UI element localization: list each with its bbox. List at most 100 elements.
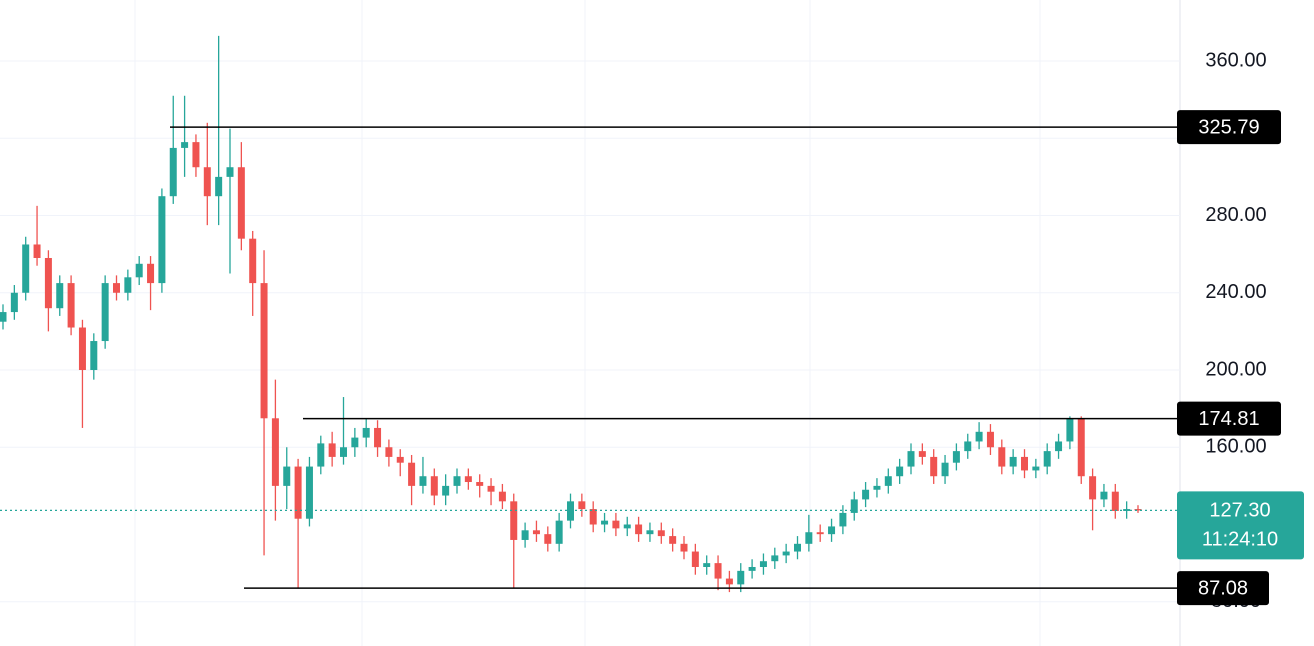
candle-body <box>1043 451 1051 467</box>
candle-body <box>964 441 972 452</box>
candle-body <box>408 462 416 486</box>
candle-body <box>1089 476 1097 500</box>
y-tick-label: 360.00 <box>1205 49 1266 71</box>
horizontal-grid <box>0 60 1180 603</box>
candle-body <box>271 418 279 486</box>
candle-body <box>362 427 370 438</box>
candle-body <box>748 566 756 571</box>
candle-body <box>737 570 745 585</box>
level-label-box <box>1177 571 1269 606</box>
candle-body <box>884 476 892 486</box>
candle-body <box>532 530 540 535</box>
candle-body <box>1066 418 1074 442</box>
candle-body <box>294 466 302 519</box>
candle-body <box>181 142 189 148</box>
candle-body <box>816 532 824 535</box>
candle-body <box>998 447 1006 467</box>
y-tick-label: 160.00 <box>1205 436 1266 458</box>
candle-body <box>419 476 427 486</box>
candle-body <box>691 551 699 567</box>
candle-body <box>623 524 631 529</box>
y-tick-label: 280.00 <box>1205 204 1266 226</box>
candle-body <box>862 489 870 500</box>
candle-body <box>1134 509 1142 511</box>
candle-body <box>941 462 949 477</box>
candle-body <box>67 283 75 328</box>
candle-body <box>555 520 563 544</box>
candle-body <box>794 543 801 552</box>
last-price-label: 127.30 <box>1209 500 1270 522</box>
candle-body <box>374 427 382 448</box>
candle-body <box>657 530 665 537</box>
candle-body <box>124 277 132 293</box>
candle-body <box>385 447 393 457</box>
candle-body <box>192 142 200 168</box>
candle-body <box>759 561 767 567</box>
level-label: 174.81 <box>1198 408 1259 430</box>
level-label-box <box>1177 110 1281 145</box>
candle-body <box>44 257 52 309</box>
candle-body <box>1111 491 1119 511</box>
candle-body <box>986 431 994 448</box>
candle-body <box>1077 418 1085 477</box>
y-tick-label: 240.00 <box>1205 281 1266 303</box>
candle-body <box>669 536 677 544</box>
candle-body <box>521 530 529 540</box>
candle-body <box>952 451 960 463</box>
vertical-grid <box>134 0 1041 646</box>
candle-body <box>510 501 518 540</box>
candle-body <box>464 476 472 483</box>
candle-body <box>635 524 643 535</box>
candle-body <box>113 283 120 293</box>
level-label-box <box>1177 401 1281 436</box>
candle-body <box>578 501 586 510</box>
candle-body <box>714 563 722 579</box>
last-price-box <box>1177 491 1304 560</box>
candle-body <box>771 555 779 562</box>
candle-body <box>805 532 813 544</box>
candle-body <box>918 451 926 457</box>
candle-body <box>828 526 836 535</box>
candle-body <box>90 341 98 371</box>
candle-body <box>78 327 86 371</box>
candle-body <box>215 176 223 197</box>
candle-body <box>328 443 336 457</box>
candle-body <box>260 283 268 419</box>
candle-body <box>680 543 688 552</box>
candle-body <box>305 466 313 519</box>
candle-body <box>147 263 155 284</box>
candle-body <box>975 431 983 442</box>
candle-body <box>839 512 847 527</box>
candle-body <box>101 283 109 342</box>
level-label: 87.08 <box>1198 577 1248 599</box>
candle-body <box>782 551 790 556</box>
candle-body <box>1055 441 1063 452</box>
candle-body <box>453 476 461 486</box>
candle-body <box>396 456 404 463</box>
candle-body <box>1009 456 1017 467</box>
candle-body <box>646 530 654 535</box>
candle-body <box>1100 491 1108 500</box>
candle-body <box>283 466 291 486</box>
candle-body <box>22 244 30 293</box>
countdown-label: 11:24:10 <box>1202 529 1278 551</box>
candle-body <box>249 238 257 284</box>
candle-body <box>169 147 177 197</box>
candle-body <box>601 520 609 525</box>
candle-body <box>430 476 438 496</box>
candle-body <box>340 447 347 457</box>
candle-body <box>237 167 245 239</box>
candle-body <box>351 437 359 448</box>
candle-body <box>317 443 325 467</box>
candle-body <box>930 456 938 477</box>
candle-body <box>498 491 506 502</box>
candle-body <box>1021 456 1028 471</box>
candle-body <box>33 244 41 258</box>
candle-body <box>226 167 234 177</box>
candle-body <box>907 451 915 467</box>
candle-body <box>442 485 450 496</box>
candle-body <box>725 578 733 585</box>
candle-body <box>896 466 904 477</box>
